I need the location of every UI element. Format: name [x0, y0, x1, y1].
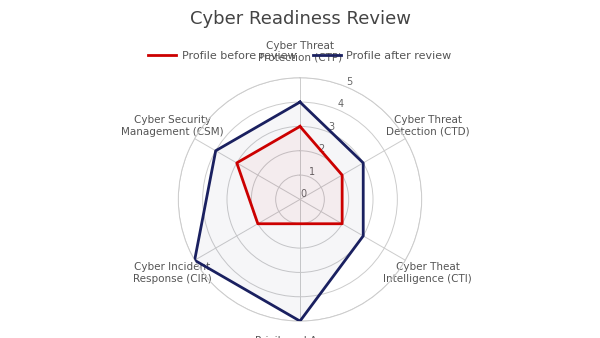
- Legend: Profile before review, Profile after review: Profile before review, Profile after rev…: [144, 46, 456, 65]
- Text: Cyber Readiness Review: Cyber Readiness Review: [190, 10, 410, 28]
